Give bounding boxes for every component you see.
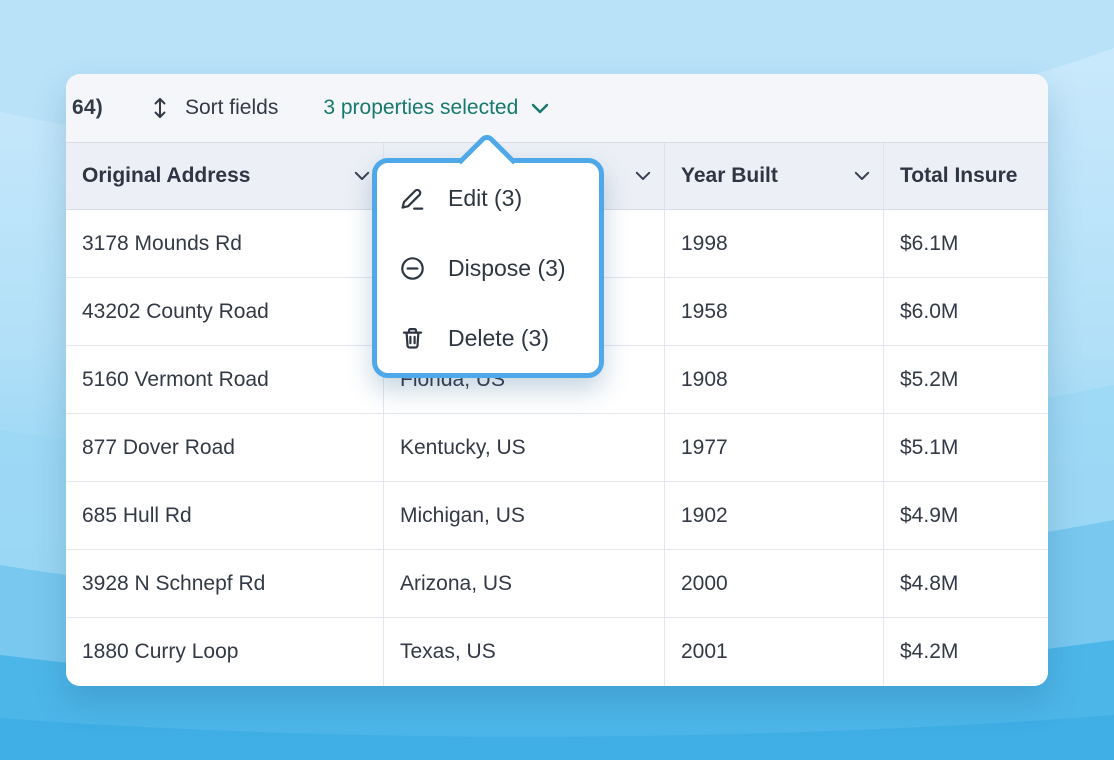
table-cell: 1998 — [665, 210, 884, 277]
sort-fields-label: Sort fields — [184, 96, 279, 119]
chevron-down-icon[interactable] — [854, 171, 870, 181]
chevron-down-icon[interactable] — [354, 171, 370, 181]
chevron-down-icon[interactable] — [635, 171, 651, 181]
menu-item-label: Dispose (3) — [448, 254, 566, 281]
column-header-state[interactable] — [384, 143, 665, 209]
sort-icon — [154, 98, 166, 118]
column-header-label: Original Address — [82, 164, 251, 187]
pencil-icon — [399, 185, 426, 212]
table-cell: Arizona, US — [384, 550, 665, 617]
menu-item-label: Delete (3) — [448, 324, 549, 351]
table-cell: $4.8M — [900, 571, 959, 595]
column-header-total-insured[interactable]: Total Insure — [884, 143, 1048, 209]
table-cell: 1902 — [665, 482, 884, 549]
column-header-original-address[interactable]: Original Address — [66, 143, 384, 209]
table-cell: 3178 Mounds Rd — [66, 210, 384, 277]
selection-label: 3 properties selected — [323, 96, 519, 119]
table-row[interactable]: 1880 Curry Loop Texas, US 2001 $4.2M — [66, 618, 1048, 686]
table-cell: $6.0M — [900, 299, 959, 323]
selection-dropdown[interactable]: 3 properties selected — [323, 96, 549, 120]
table-cell: 3928 N Schnepf Rd — [66, 550, 384, 617]
table-cell: $5.2M — [900, 367, 959, 391]
table-cell: 2000 — [665, 550, 884, 617]
table-cell: 1958 — [665, 278, 884, 345]
table-row[interactable]: 3928 N Schnepf Rd Arizona, US 2000 $4.8M — [66, 550, 1048, 618]
column-header-year-built[interactable]: Year Built — [665, 143, 884, 209]
table-cell — [384, 278, 665, 345]
table-cell: $4.2M — [900, 640, 959, 663]
sort-fields-button[interactable]: Sort fields — [149, 95, 278, 121]
circle-minus-icon — [399, 255, 426, 282]
table-cell: Michigan, US — [384, 482, 665, 549]
menu-item-edit[interactable]: Edit (3) — [377, 163, 599, 233]
table-cell: $4.9M — [900, 503, 959, 527]
menu-item-label: Edit (3) — [448, 184, 523, 211]
table-cell: 5160 Vermont Road — [66, 346, 384, 413]
trash-icon — [399, 325, 426, 352]
table-cell: 877 Dover Road — [66, 414, 384, 481]
table-cell: 2001 — [665, 618, 884, 686]
menu-items: Edit (3) Dispose (3) — [377, 163, 599, 373]
table-row[interactable]: 685 Hull Rd Michigan, US 1902 $4.9M — [66, 482, 1048, 550]
table-cell: 1977 — [665, 414, 884, 481]
table-row[interactable]: 877 Dover Road Kentucky, US 1977 $5.1M — [66, 414, 1048, 482]
table-cell: Kentucky, US — [384, 414, 665, 481]
table-cell: 685 Hull Rd — [66, 482, 384, 549]
table-cell: $5.1M — [900, 435, 959, 459]
toolbar-count-text: 64) — [72, 96, 103, 119]
table-cell — [384, 210, 665, 277]
column-header-label: Total Insure — [900, 164, 1018, 187]
table-cell: Texas, US — [384, 618, 665, 686]
chevron-down-icon — [532, 103, 549, 113]
table-cell: 43202 County Road — [66, 278, 384, 345]
menu-item-delete[interactable]: Delete (3) — [377, 303, 599, 373]
column-header-label: Year Built — [681, 164, 778, 187]
menu-item-dispose[interactable]: Dispose (3) — [377, 233, 599, 303]
toolbar: 64) Sort fields 3 properties selected — [66, 74, 1048, 142]
table-cell: 1880 Curry Loop — [66, 618, 384, 686]
table-cell: 1908 — [665, 346, 884, 413]
table-cell: $6.1M — [900, 231, 959, 255]
bulk-actions-menu: Edit (3) Dispose (3) — [372, 131, 604, 378]
